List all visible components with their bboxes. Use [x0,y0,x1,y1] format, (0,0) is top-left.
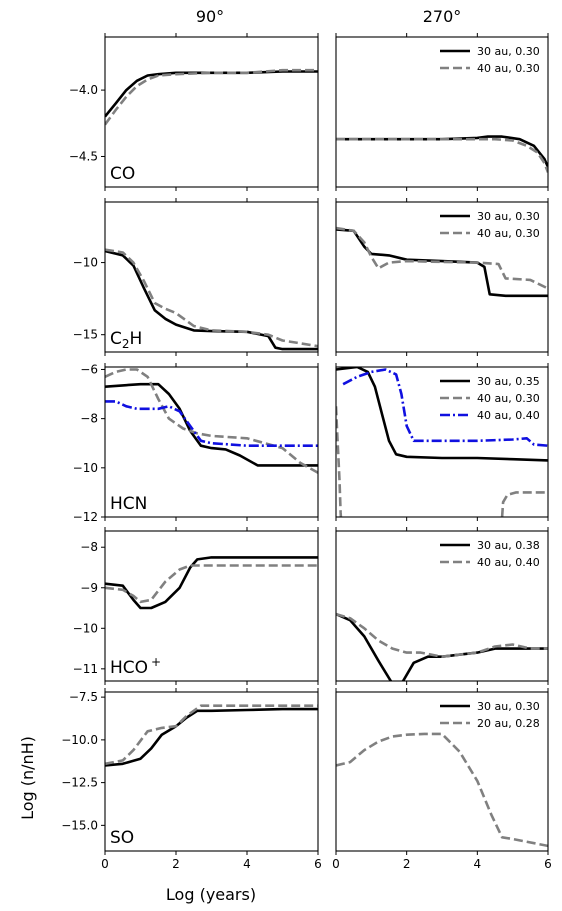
series-line-2 [342,368,548,447]
panel-HCN-90: −6 −8 −10 −12 HCN [73,362,319,524]
axes-frame [335,691,549,852]
column-title-90: 90° [196,7,224,26]
y-tick-label: −10.0 [61,733,98,747]
legend-label-2: 40 au, 0.40 [477,409,540,422]
panel-HCO+-90: −8 −9 −10 −11 HCO + [73,527,319,685]
y-tick-label: −10 [73,621,98,635]
series-line-0 [336,135,548,168]
series-line-1 [105,704,318,766]
y-tick-label: −8 [80,412,98,426]
legend-label-0: 30 au, 0.35 [477,375,540,388]
x-tick-label: 0 [101,857,109,871]
y-tick-label: −10 [73,256,98,270]
series-line-1 [336,406,548,517]
x-tick-label: 2 [403,857,411,871]
axes-frame [335,36,549,188]
y-tick-label: −12.5 [61,776,98,790]
panel-SO-270: 0 2 4 6 30 au, 0.30 20 au, 0.28 [332,688,552,871]
legend-label-1: 40 au, 0.40 [477,556,540,569]
panel-HCO+-270: 30 au, 0.38 40 au, 0.40 [335,527,549,685]
panel-CO-90: −4.0 −4.5 CO [69,33,319,191]
series-line-1 [105,68,318,126]
legend-label-1: 20 au, 0.28 [477,717,540,730]
legend-label-0: 30 au, 0.30 [477,45,540,58]
axes-frame [335,530,549,682]
axes-frame [335,366,549,518]
series-line-1 [336,732,548,848]
series-line-1 [105,564,318,604]
species-label-C2H: C2H [110,329,142,351]
series-line-0 [105,382,318,467]
series-line-1 [105,248,318,348]
y-tick-label: −15 [73,328,98,342]
y-tick-label: −7.5 [69,690,98,704]
legend-label-0: 30 au, 0.38 [477,539,540,552]
column-title-270: 270° [423,7,462,26]
x-tick-label: 4 [243,857,251,871]
species-label-SO: SO [110,828,134,848]
series-line-0 [336,612,548,681]
x-tick-label: 4 [474,857,482,871]
panel-C2H-270: 30 au, 0.30 40 au, 0.30 [335,198,549,356]
x-tick-label: 0 [332,857,340,871]
legend-label-1: 40 au, 0.30 [477,227,540,240]
y-axis-label: Log (n/nH) [18,736,37,820]
panel-SO-90: 0 2 4 6 −7.5 −10.0 −12.5 −15.0 SO [61,688,322,871]
series-line-0 [105,70,318,118]
species-label-HCO+: HCO + [110,655,161,678]
series-line-2 [105,400,318,447]
x-tick-label: 6 [314,857,322,871]
axes-frame [104,201,319,353]
panel-grid: −4.0 −4.5 CO 30 au, 0.30 40 au, 0.30 −10 −15 C2… [61,33,552,871]
x-tick-label: 2 [172,857,180,871]
series-line-0 [336,228,548,298]
axes-frame [104,36,319,188]
species-label-HCN: HCN [110,494,147,514]
y-tick-label: −11 [73,662,98,676]
panel-CO-270: 30 au, 0.30 40 au, 0.30 [335,33,549,191]
legend-label-1: 40 au, 0.30 [477,392,540,405]
series-line-1 [336,226,548,290]
axes-frame [104,530,319,682]
x-tick-label: 6 [544,857,552,871]
axes-frame [104,366,319,518]
panel-HCN-270: 30 au, 0.35 40 au, 0.30 40 au, 0.40 [335,363,549,521]
y-tick-label: −12 [73,510,98,524]
x-axis-label: Log (years) [166,885,256,904]
series-line-0 [105,249,318,351]
axes-frame [104,691,319,852]
legend-label-0: 30 au, 0.30 [477,700,540,713]
legend-label-1: 40 au, 0.30 [477,62,540,75]
y-tick-label: −15.0 [61,818,98,832]
series-line-0 [105,556,318,610]
axes-frame [335,201,549,353]
legend-label-0: 30 au, 0.30 [477,210,540,223]
y-tick-label: −6 [80,362,98,376]
panel-C2H-90: −10 −15 C2H [73,198,319,356]
series-line-1 [336,137,548,173]
series-line-0 [105,707,318,767]
series-line-1 [336,612,548,658]
y-tick-label: −8 [80,540,98,554]
y-tick-label: −10 [73,461,98,475]
species-label-CO: CO [110,164,135,184]
series-line-0 [336,367,548,462]
y-tick-label: −9 [80,581,98,595]
y-tick-label: −4.0 [69,83,98,97]
y-tick-label: −4.5 [69,149,98,163]
